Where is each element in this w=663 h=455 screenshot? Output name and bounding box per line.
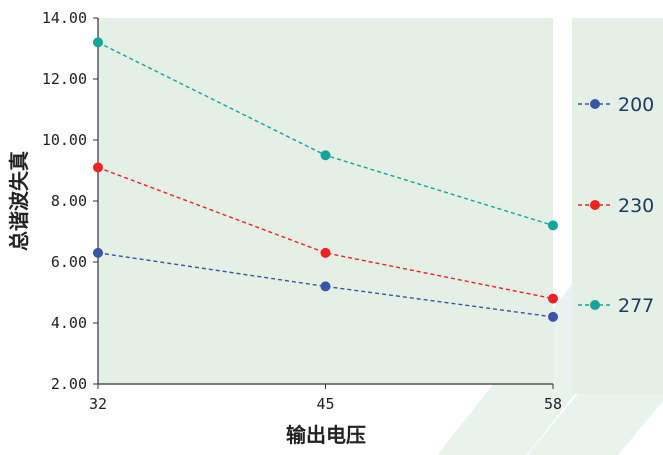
y-tick-label: 2.00 (51, 375, 87, 393)
y-tick-label: 12.00 (42, 70, 87, 88)
y-axis-title: 总谐波失真 (7, 151, 31, 251)
y-tick-label: 6.00 (51, 253, 87, 271)
legend-label: 200 (618, 94, 654, 116)
legend-label: 230 (618, 195, 654, 217)
data-point-277 (321, 150, 331, 160)
data-point-277 (548, 220, 558, 230)
y-tick-label: 8.00 (51, 192, 87, 210)
data-point-230 (321, 248, 331, 258)
legend-marker (590, 200, 600, 210)
legend-label: 277 (618, 295, 654, 317)
data-point-277 (93, 37, 103, 47)
y-tick-label: 14.00 (42, 9, 87, 27)
data-point-200 (548, 312, 558, 322)
data-point-230 (93, 162, 103, 172)
plot-area (98, 18, 553, 384)
y-tick-label: 4.00 (51, 314, 87, 332)
data-point-230 (548, 294, 558, 304)
data-point-200 (321, 281, 331, 291)
x-axis-title: 输出电压 (286, 423, 366, 447)
x-tick-label: 45 (316, 395, 334, 413)
legend-marker (590, 300, 600, 310)
x-tick-label: 58 (544, 395, 562, 413)
x-tick-label: 32 (89, 395, 107, 413)
y-tick-label: 10.00 (42, 131, 87, 149)
legend-marker (590, 99, 600, 109)
data-point-200 (93, 248, 103, 258)
